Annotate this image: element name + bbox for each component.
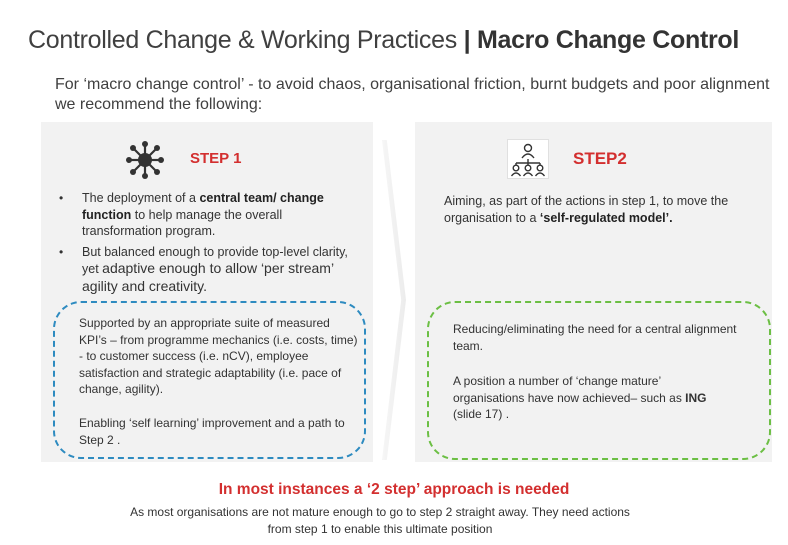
step1-bullet-1: The deployment of a central team/ change… (59, 190, 359, 240)
footer-subtext: As most organisations are not mature eno… (130, 505, 630, 536)
step2-box-para2-post: (slide 17) . (453, 407, 510, 421)
step2-box-para1: Reducing/eliminating the need for a cent… (453, 322, 737, 353)
step2-box-para2: A position a number of ‘change mature’ o… (453, 373, 713, 423)
step1-bullet-2: But balanced enough to provide top-level… (59, 244, 359, 296)
bullet1-text-pre: The deployment of a (82, 191, 200, 205)
step2-label: STEP2 (573, 149, 627, 168)
page-title: Controlled Change & Working Practices | … (28, 26, 788, 55)
step2-text-bold: ‘self-regulated model’. (539, 210, 673, 225)
step2-box-para2-bold: ING (685, 390, 707, 405)
chevron-arrow (382, 140, 406, 460)
bullet1-text-post: to help manage the overall transformatio… (82, 207, 283, 239)
bullet1-text-bold: central team/ change function (82, 191, 324, 222)
step2-box-para2-pre: A position a number of ‘change mature’ o… (453, 374, 686, 405)
step2-text-pre: Aiming, as part of the actions in step 1… (444, 194, 729, 225)
step2-text: Aiming, as part of the actions in step 1… (444, 193, 764, 226)
title-prefix: Controlled Change & Working Practices (28, 26, 457, 54)
team-hierarchy-icon (507, 139, 549, 179)
step1-bullet-list: The deployment of a central team/ change… (59, 190, 359, 299)
title-separator: | (463, 26, 471, 54)
intro-text: For ‘macro change control’ - to avoid ch… (55, 76, 770, 113)
bullet2-text-post: adaptive enough to allow ‘per stream’ ag… (82, 260, 334, 294)
network-hub-icon (125, 140, 165, 180)
step2-panel (415, 122, 772, 462)
step1-label: STEP 1 (190, 150, 242, 167)
step2-box (427, 301, 771, 460)
step1-kpi-box (53, 301, 366, 459)
step1-box-para2: Enabling ‘self learning’ improvement and… (79, 416, 345, 447)
bullet2-text-pre: But balanced enough to provide top-level… (82, 244, 348, 277)
footer-headline: In most instances a ‘2 step’ approach is… (218, 481, 570, 498)
step1-box-para1: Supported by an appropriate suite of mea… (79, 316, 358, 396)
title-main: Macro Change Control (476, 26, 740, 54)
